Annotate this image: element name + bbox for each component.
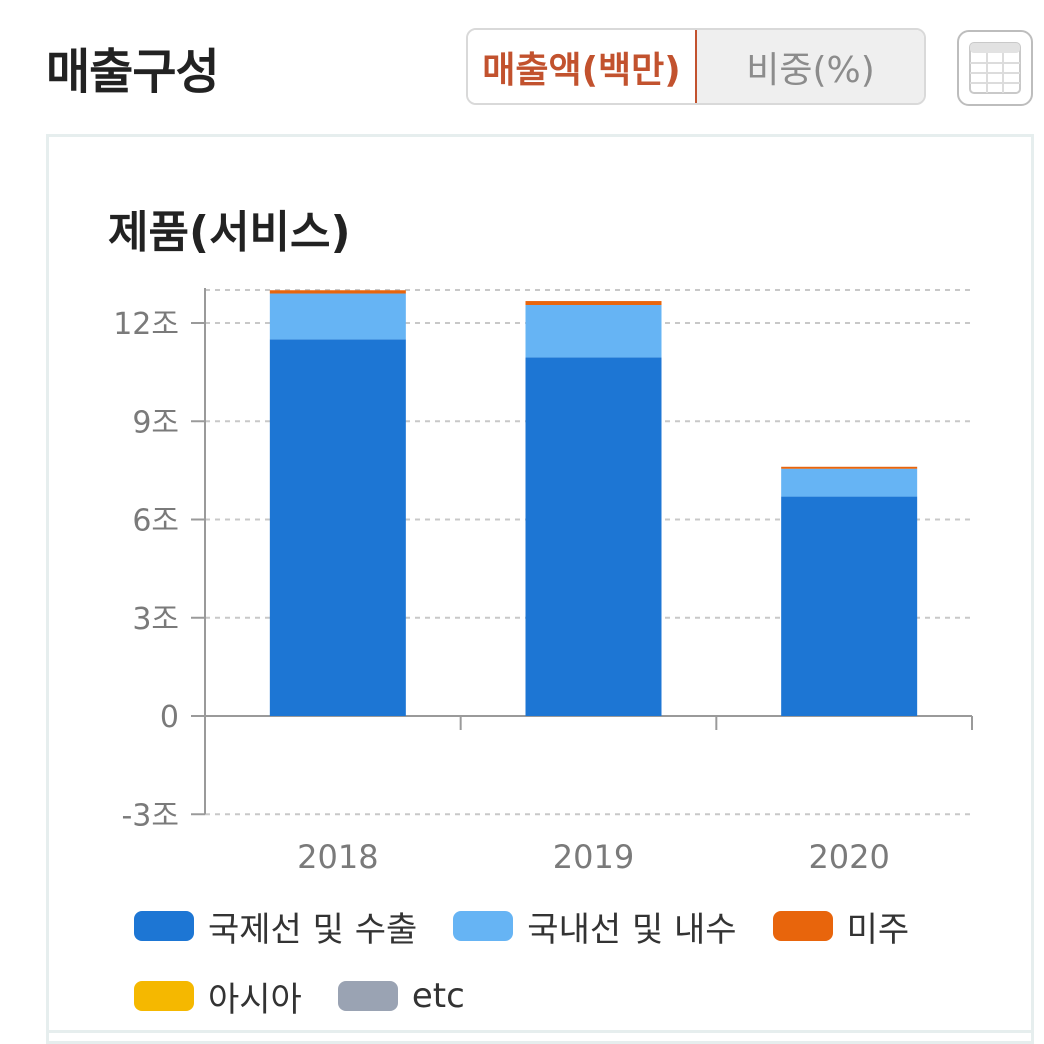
chart-legend: 국제선 및 수출 국내선 및 내수 미주 아시아 etc <box>134 898 1014 1038</box>
legend-swatch <box>134 981 194 1011</box>
bar-segment-domestic_export-2019 <box>525 357 662 716</box>
section-title: 매출구성 <box>46 44 220 100</box>
legend-item-asia[interactable]: 아시아 <box>134 972 302 1021</box>
bar-segment-domestic_local-2020 <box>781 468 918 497</box>
legend-swatch <box>134 911 194 941</box>
legend-label: 국내선 및 내수 <box>527 909 737 950</box>
legend-label: 국제선 및 수출 <box>208 909 418 950</box>
legend-label: etc <box>411 976 465 1016</box>
bar-segment-domestic_local-2018 <box>269 293 406 340</box>
y-tick-label: 3조 <box>132 602 179 637</box>
x-tick-label: 2019 <box>553 838 634 876</box>
legend-swatch <box>453 911 514 941</box>
legend-item-etc[interactable]: etc <box>337 976 465 1016</box>
bar-segment-americas-2019 <box>525 301 662 305</box>
legend-row-1: 국제선 및 수출 국내선 및 내수 미주 <box>134 898 1014 954</box>
card-divider <box>46 1030 1034 1033</box>
legend-label: 아시아 <box>208 979 302 1020</box>
x-tick-label: 2020 <box>808 838 889 876</box>
unit-toggle[interactable]: 매출액(백만) 비중(%) <box>466 28 926 105</box>
y-tick-label: 9조 <box>132 405 179 440</box>
bar-segment-domestic_export-2020 <box>781 496 918 716</box>
legend-swatch <box>337 981 398 1011</box>
legend-item-americas[interactable]: 미주 <box>772 902 910 951</box>
legend-row-2: 아시아 etc <box>134 968 1014 1024</box>
chart-title: 제품(서비스) <box>108 207 351 258</box>
bar-segment-domestic_local-2019 <box>525 304 662 358</box>
legend-swatch <box>772 911 833 941</box>
bar-segment-domestic_export-2018 <box>269 339 406 716</box>
legend-item-domestic-local[interactable]: 국내선 및 내수 <box>453 902 737 951</box>
table-grid-icon <box>969 42 1021 94</box>
y-tick-label: 6조 <box>132 504 179 539</box>
bar-segment-americas-2018 <box>269 290 406 294</box>
legend-item-domestic-export[interactable]: 국제선 및 수출 <box>134 902 417 951</box>
x-tick-label: 2018 <box>297 838 378 876</box>
ratio-percent-tab[interactable]: 비중(%) <box>697 30 924 103</box>
table-view-button[interactable] <box>957 30 1033 106</box>
bar-segment-americas-2020 <box>781 466 918 469</box>
legend-label: 미주 <box>846 909 910 950</box>
y-tick-label: 0 <box>160 700 179 735</box>
y-tick-label: -3조 <box>121 798 179 833</box>
y-tick-label: 12조 <box>113 307 179 342</box>
revenue-amount-tab[interactable]: 매출액(백만) <box>468 30 697 103</box>
